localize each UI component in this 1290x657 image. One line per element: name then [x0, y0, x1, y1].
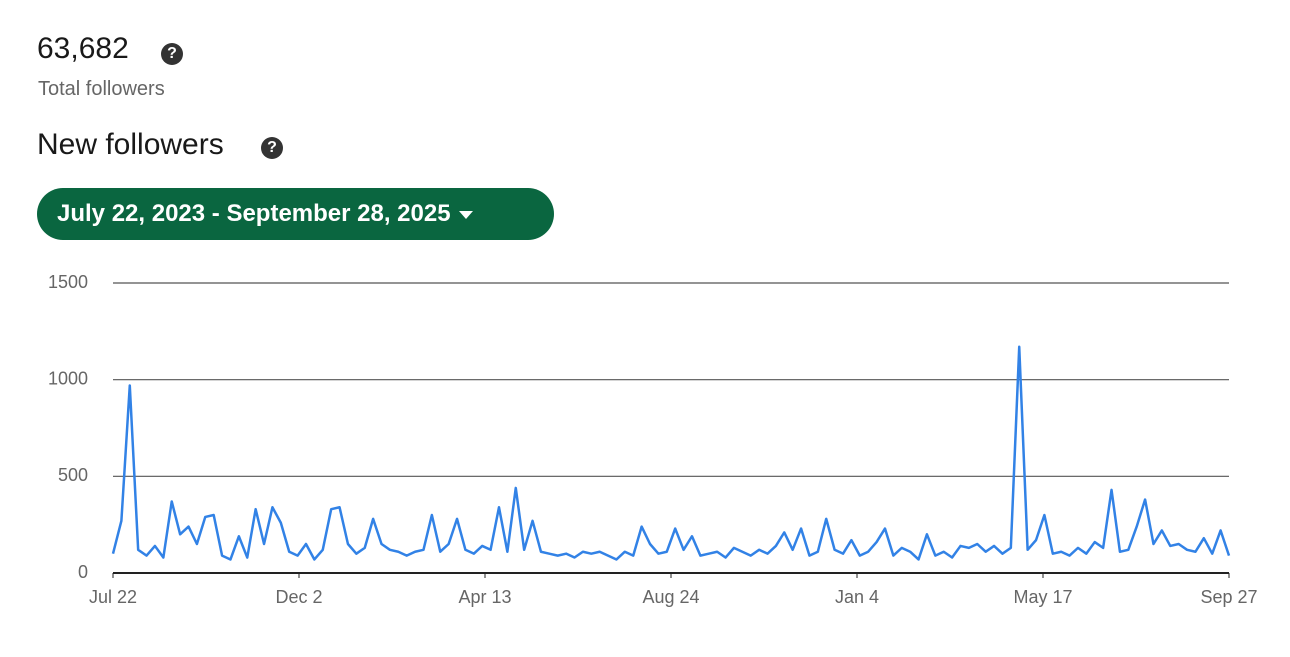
line [111, 345, 1231, 561]
x-tick-label: Jan 4 [835, 587, 879, 607]
x-tick-label: Sep 27 [1200, 587, 1257, 607]
section-title: New followers [37, 128, 224, 161]
x-tick-label: Jul 22 [89, 587, 137, 607]
total-followers: 63,682 [37, 32, 129, 65]
x-tick-label: Apr 13 [458, 587, 511, 607]
x-tick-label: Dec 2 [275, 587, 322, 607]
y-tick-label: 1000 [48, 368, 88, 388]
y-tick-label: 1500 [48, 272, 88, 292]
date-range[interactable]: July 22, 2023 - September 28, 2025 [57, 200, 451, 227]
x-tick-label: Aug 24 [642, 587, 699, 607]
date-range-picker[interactable]: July 22, 2023 - September 28, 2025 [37, 188, 554, 240]
x-tick-label: May 17 [1013, 587, 1072, 607]
help-icon[interactable]: ? [261, 137, 283, 159]
help-icon[interactable]: ? [161, 43, 183, 65]
y-tick-label: 500 [58, 465, 88, 485]
caret[interactable] [458, 210, 473, 219]
y-tick-label: 0 [78, 562, 88, 582]
total-label: Total followers [38, 78, 165, 100]
